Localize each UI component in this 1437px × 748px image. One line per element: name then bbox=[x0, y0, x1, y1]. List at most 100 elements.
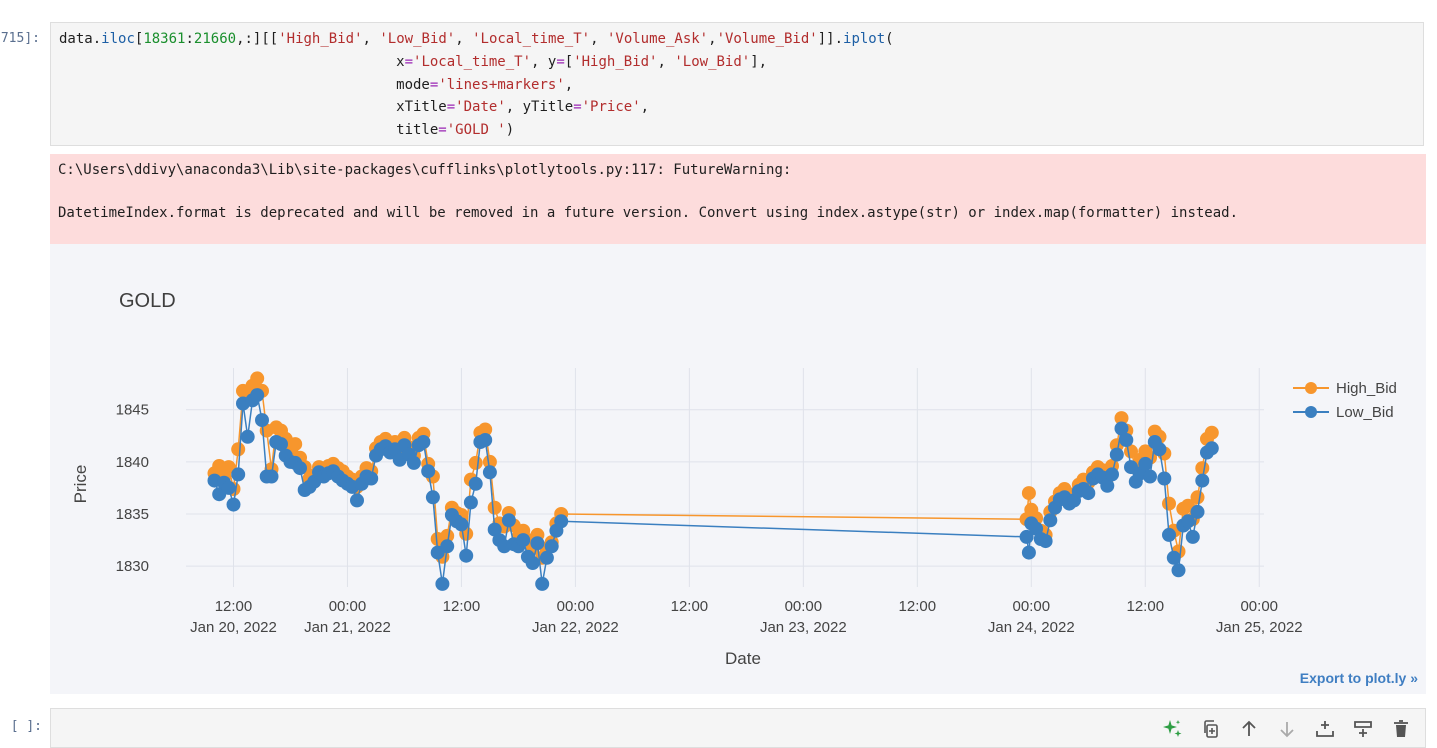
data-point bbox=[416, 435, 431, 449]
data-point bbox=[435, 576, 450, 591]
data-point bbox=[440, 528, 455, 543]
cell-toolbar bbox=[1159, 717, 1415, 741]
code-cell[interactable]: data.iloc[18361:21660,:][['High_Bid', 'L… bbox=[50, 22, 1424, 146]
insert-below-icon[interactable] bbox=[1349, 717, 1377, 741]
y-tick-label: 1835 bbox=[116, 506, 149, 523]
data-point bbox=[544, 539, 559, 554]
duplicate-icon[interactable] bbox=[1197, 717, 1225, 741]
y-axis-title: Price bbox=[71, 465, 90, 504]
data-point bbox=[1162, 496, 1176, 511]
data-point bbox=[1114, 421, 1129, 436]
data-point bbox=[1195, 473, 1210, 488]
data-point bbox=[221, 460, 236, 475]
data-point bbox=[1195, 461, 1210, 476]
data-point bbox=[350, 493, 364, 508]
y-tick-label: 1840 bbox=[116, 454, 149, 471]
y-tick-label: 1830 bbox=[116, 558, 149, 575]
data-point bbox=[1162, 527, 1176, 542]
data-point bbox=[1038, 534, 1053, 549]
data-point bbox=[478, 422, 493, 437]
data-point bbox=[264, 469, 279, 484]
code-line-2: x='Local_time_T', y=['High_Bid', 'Low_Bi… bbox=[59, 54, 768, 70]
x-tick-label: 00:00 bbox=[1013, 598, 1051, 615]
data-point bbox=[1109, 447, 1124, 462]
arrow-up-icon[interactable] bbox=[1235, 717, 1263, 741]
export-to-plotly-link[interactable]: Export to plot.ly » bbox=[1299, 670, 1418, 686]
x-tick-date-label: Jan 22, 2022 bbox=[532, 619, 619, 636]
x-tick-label: 00:00 bbox=[557, 598, 595, 615]
data-point bbox=[231, 467, 246, 482]
data-point bbox=[1204, 425, 1219, 440]
data-point bbox=[440, 539, 455, 554]
legend-marker bbox=[1305, 382, 1317, 394]
data-point bbox=[1081, 486, 1096, 501]
data-point bbox=[1152, 442, 1167, 457]
legend-marker bbox=[1305, 406, 1317, 418]
data-point bbox=[406, 455, 421, 470]
data-point bbox=[250, 388, 265, 403]
data-point bbox=[459, 548, 474, 563]
data-point bbox=[240, 429, 255, 444]
insert-above-icon[interactable] bbox=[1311, 717, 1339, 741]
data-point bbox=[1157, 471, 1172, 486]
arrow-down-icon[interactable] bbox=[1273, 717, 1301, 741]
data-point bbox=[250, 371, 265, 386]
data-point bbox=[535, 576, 550, 591]
data-point bbox=[463, 495, 478, 510]
data-point bbox=[221, 480, 236, 495]
code-line-5: title='GOLD ') bbox=[59, 122, 515, 138]
data-point bbox=[226, 497, 241, 512]
data-point bbox=[516, 533, 531, 548]
data-point bbox=[255, 413, 269, 428]
data-point bbox=[274, 437, 288, 452]
gold-chart[interactable]: GOLD 1830 1835 1840 1845 12:00 Jan 20, 2022 00:… bbox=[50, 244, 1426, 694]
sparkle-icon[interactable] bbox=[1159, 717, 1187, 741]
data-point bbox=[482, 454, 497, 469]
data-point bbox=[1190, 504, 1205, 519]
data-point bbox=[454, 517, 469, 532]
data-point bbox=[1181, 514, 1195, 529]
data-point bbox=[1143, 469, 1157, 484]
x-tick-label: 12:00 bbox=[1127, 598, 1165, 615]
plot-output: GOLD 1830 1835 1840 1845 12:00 Jan 20, 2022 00:… bbox=[50, 244, 1426, 694]
data-point bbox=[539, 550, 554, 565]
x-tick-date-label: Jan 23, 2022 bbox=[760, 619, 847, 636]
data-point bbox=[1138, 456, 1153, 471]
delete-icon[interactable] bbox=[1387, 717, 1415, 741]
x-tick-label: 12:00 bbox=[443, 598, 481, 615]
data-point bbox=[1114, 411, 1129, 426]
x-tick-label: 12:00 bbox=[215, 598, 253, 615]
x-tick-label: 12:00 bbox=[899, 598, 937, 615]
x-tick-date-label: Jan 20, 2022 bbox=[190, 619, 277, 636]
data-point bbox=[1021, 486, 1036, 501]
x-axis-title: Date bbox=[725, 649, 761, 668]
data-point bbox=[501, 513, 516, 528]
x-tick-label: 12:00 bbox=[671, 598, 709, 615]
data-point bbox=[478, 433, 493, 447]
stderr-output: C:\Users\ddivy\anaconda3\Lib\site-packag… bbox=[50, 154, 1426, 244]
data-point bbox=[468, 476, 483, 491]
data-point bbox=[1171, 563, 1186, 578]
x-tick-label: 00:00 bbox=[329, 598, 367, 615]
data-point bbox=[1105, 467, 1119, 482]
data-point bbox=[231, 442, 246, 457]
empty-code-cell[interactable] bbox=[50, 708, 1426, 748]
data-point bbox=[525, 556, 540, 570]
data-point bbox=[487, 500, 502, 515]
data-point bbox=[1100, 478, 1115, 493]
data-point bbox=[1185, 529, 1200, 544]
data-point bbox=[364, 471, 379, 486]
data-point bbox=[554, 514, 569, 529]
data-point bbox=[482, 465, 497, 480]
code-line-4: xTitle='Date', yTitle='Price', bbox=[59, 99, 650, 115]
data-point bbox=[425, 490, 440, 505]
data-point bbox=[1029, 521, 1044, 536]
legend-label: High_Bid bbox=[1336, 380, 1397, 397]
data-point bbox=[293, 461, 307, 476]
code-cell-prompt: 715]: bbox=[0, 31, 40, 46]
chart-title: GOLD bbox=[119, 290, 176, 312]
data-point bbox=[1166, 550, 1181, 565]
x-tick-label: 00:00 bbox=[785, 598, 823, 615]
code-line-1: data.iloc[18361:21660,:][['High_Bid', 'L… bbox=[59, 31, 894, 47]
warning-message-line: DatetimeIndex.format is deprecated and w… bbox=[58, 205, 1239, 221]
